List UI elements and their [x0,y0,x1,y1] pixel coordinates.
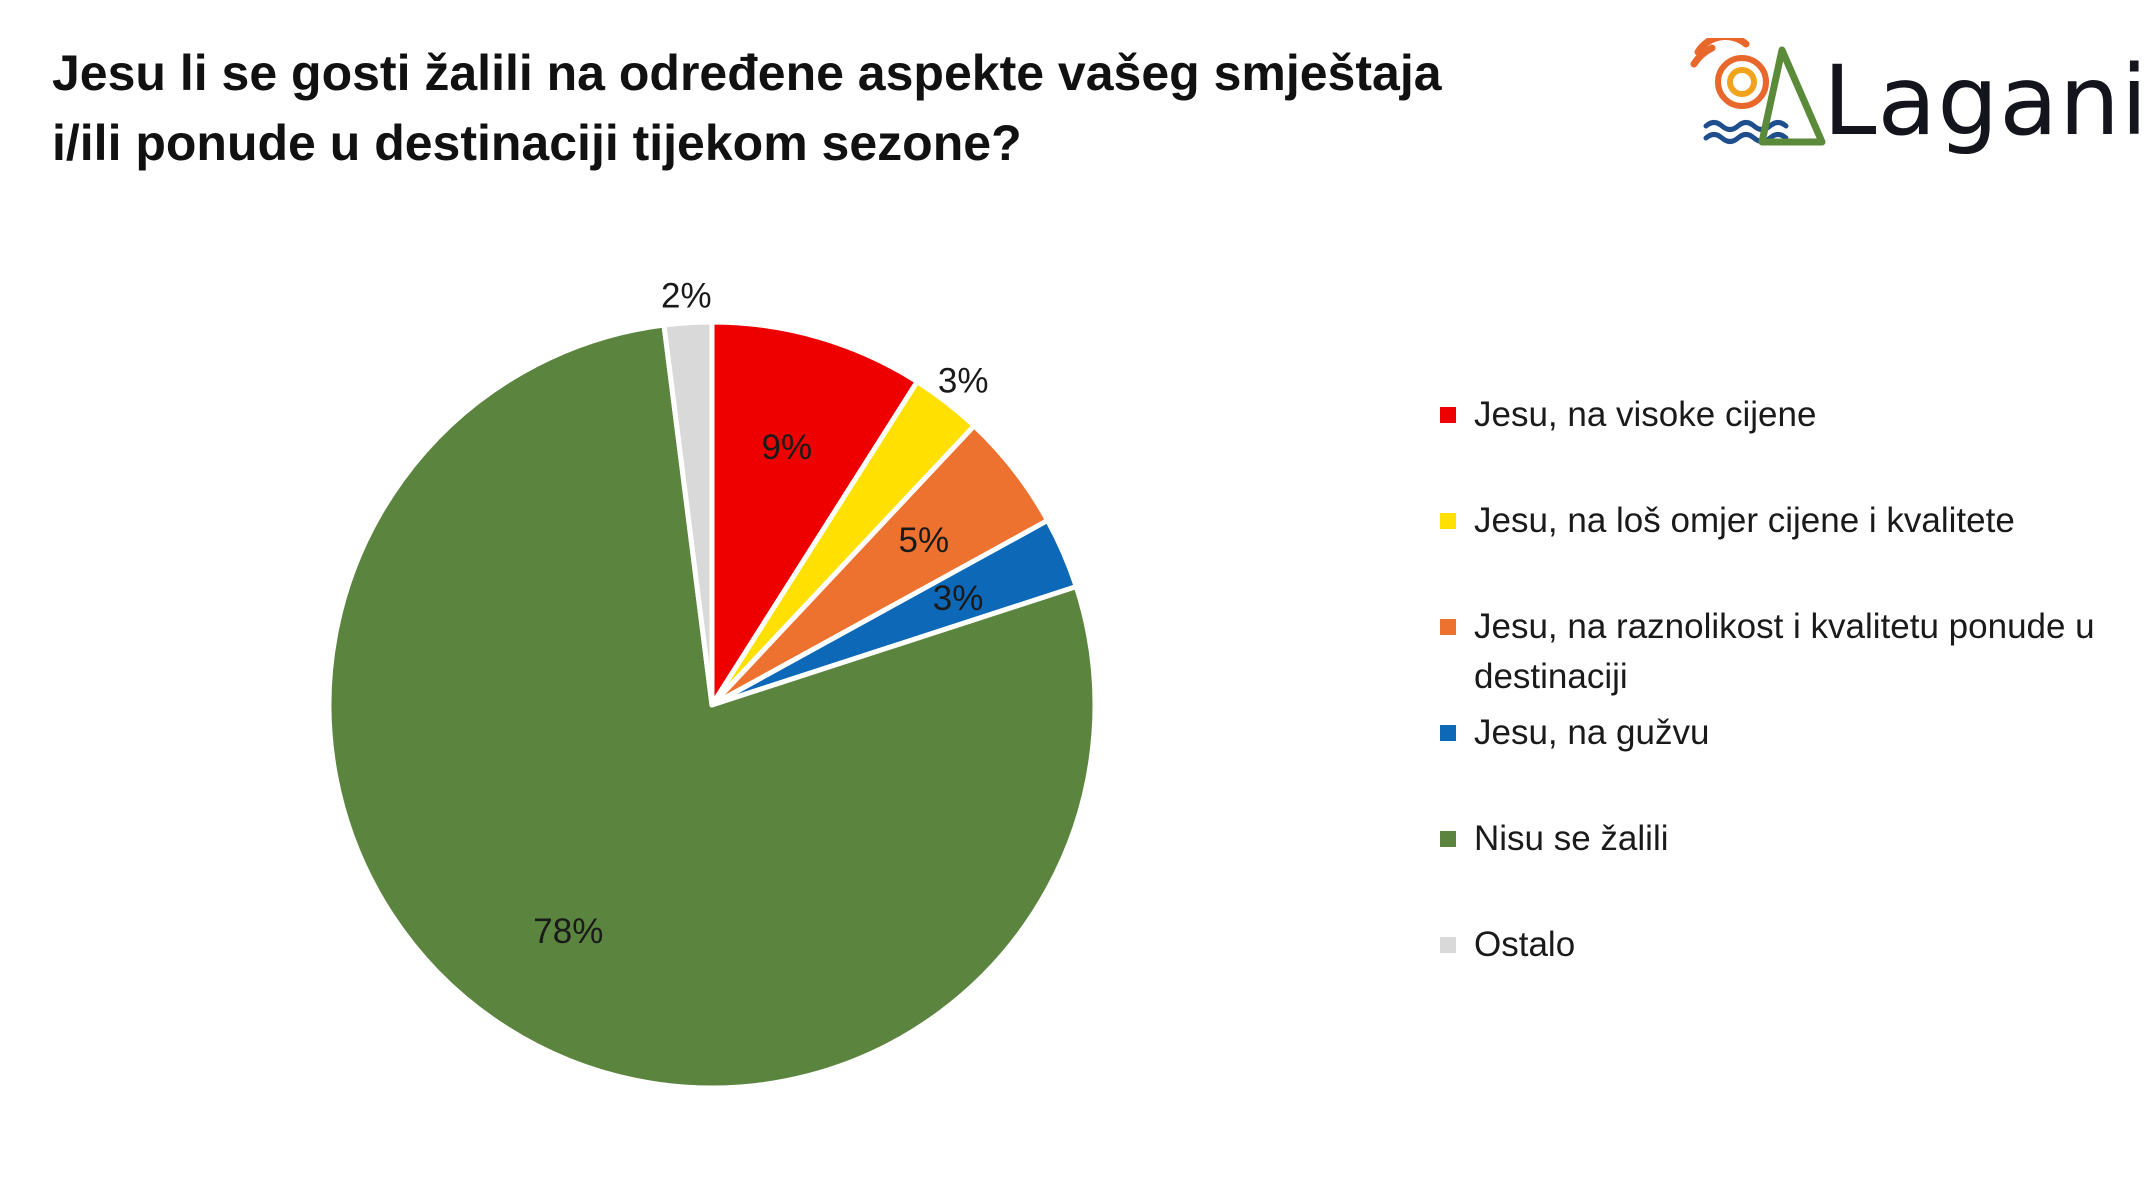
pie-label-jesu-na-visoke-cijene: 9% [762,428,813,467]
legend-label-guzva: Jesu, na gužvu [1474,713,1710,752]
pie-slice-ostalo [661,319,715,708]
pie-labels: 9% 3% 5% 3% 78% 2% [533,277,988,951]
pie-label-nisu-se-zalili: 78% [533,912,603,951]
legend-swatch-raznolikost [1440,619,1456,635]
legend-swatch-omjer-cijene [1440,513,1456,529]
pie-label-jesu-na-raznolikost-i-kvalitetu-ponude-u-destinaciji: 5% [899,521,950,560]
laganini-logo: Laganini [1690,33,2145,158]
pie-label-ostalo: 2% [661,277,712,316]
legend-item-ostalo: Ostalo [1440,920,1575,970]
legend-item-raznolikost: Jesu, na raznolikost i kvalitetu ponude … [1440,602,2134,702]
legend-item-guzva: Jesu, na gužvu [1440,708,1709,758]
pie-label-jesu-na-los-omjer-cijene-i-kvalitete: 3% [938,362,989,401]
legend-label-raznolikost: Jesu, na raznolikost i kvalitetu ponude … [1474,607,2095,696]
chart-title-line-1: Jesu li se gosti žalili na određene aspe… [52,45,1442,101]
legend-swatch-guzva [1440,725,1456,741]
legend-swatch-ostalo [1440,937,1456,953]
chart-title: Jesu li se gosti žalili na određene aspe… [52,38,1612,178]
legend-item-visoke-cijene: Jesu, na visoke cijene [1440,390,1816,440]
legend-item-omjer-cijene: Jesu, na loš omjer cijene i kvalitete [1440,496,2015,546]
legend-label-ostalo: Ostalo [1474,925,1576,964]
triangle-icon [1758,46,1826,146]
legend-label-nisu-se-zalili: Nisu se žalili [1474,819,1669,858]
chart-title-line-2: i/ili ponude u destinaciji tijekom sezon… [52,115,1022,171]
pie-chart: 9% 3% 5% 3% 78% 2% [326,277,1098,1091]
sun-icon [1690,33,1769,109]
legend-swatch-nisu-se-zalili [1440,831,1456,847]
logo-mark-icon [1690,33,1826,146]
legend-swatch-visoke-cijene [1440,407,1456,423]
legend-label-omjer-cijene: Jesu, na loš omjer cijene i kvalitete [1474,501,2015,540]
pie-slice-jesu-na-visoke-cijene [709,319,920,708]
legend-label-visoke-cijene: Jesu, na visoke cijene [1474,395,1817,434]
pie-label-jesu-na-guzvu: 3% [933,579,984,618]
pie-slices [326,319,1098,1091]
logo-wordmark: Laganini [1823,45,2145,157]
legend-item-nisu-se-zalili: Nisu se žalili [1440,814,1669,864]
waves-icon [1703,120,1789,144]
